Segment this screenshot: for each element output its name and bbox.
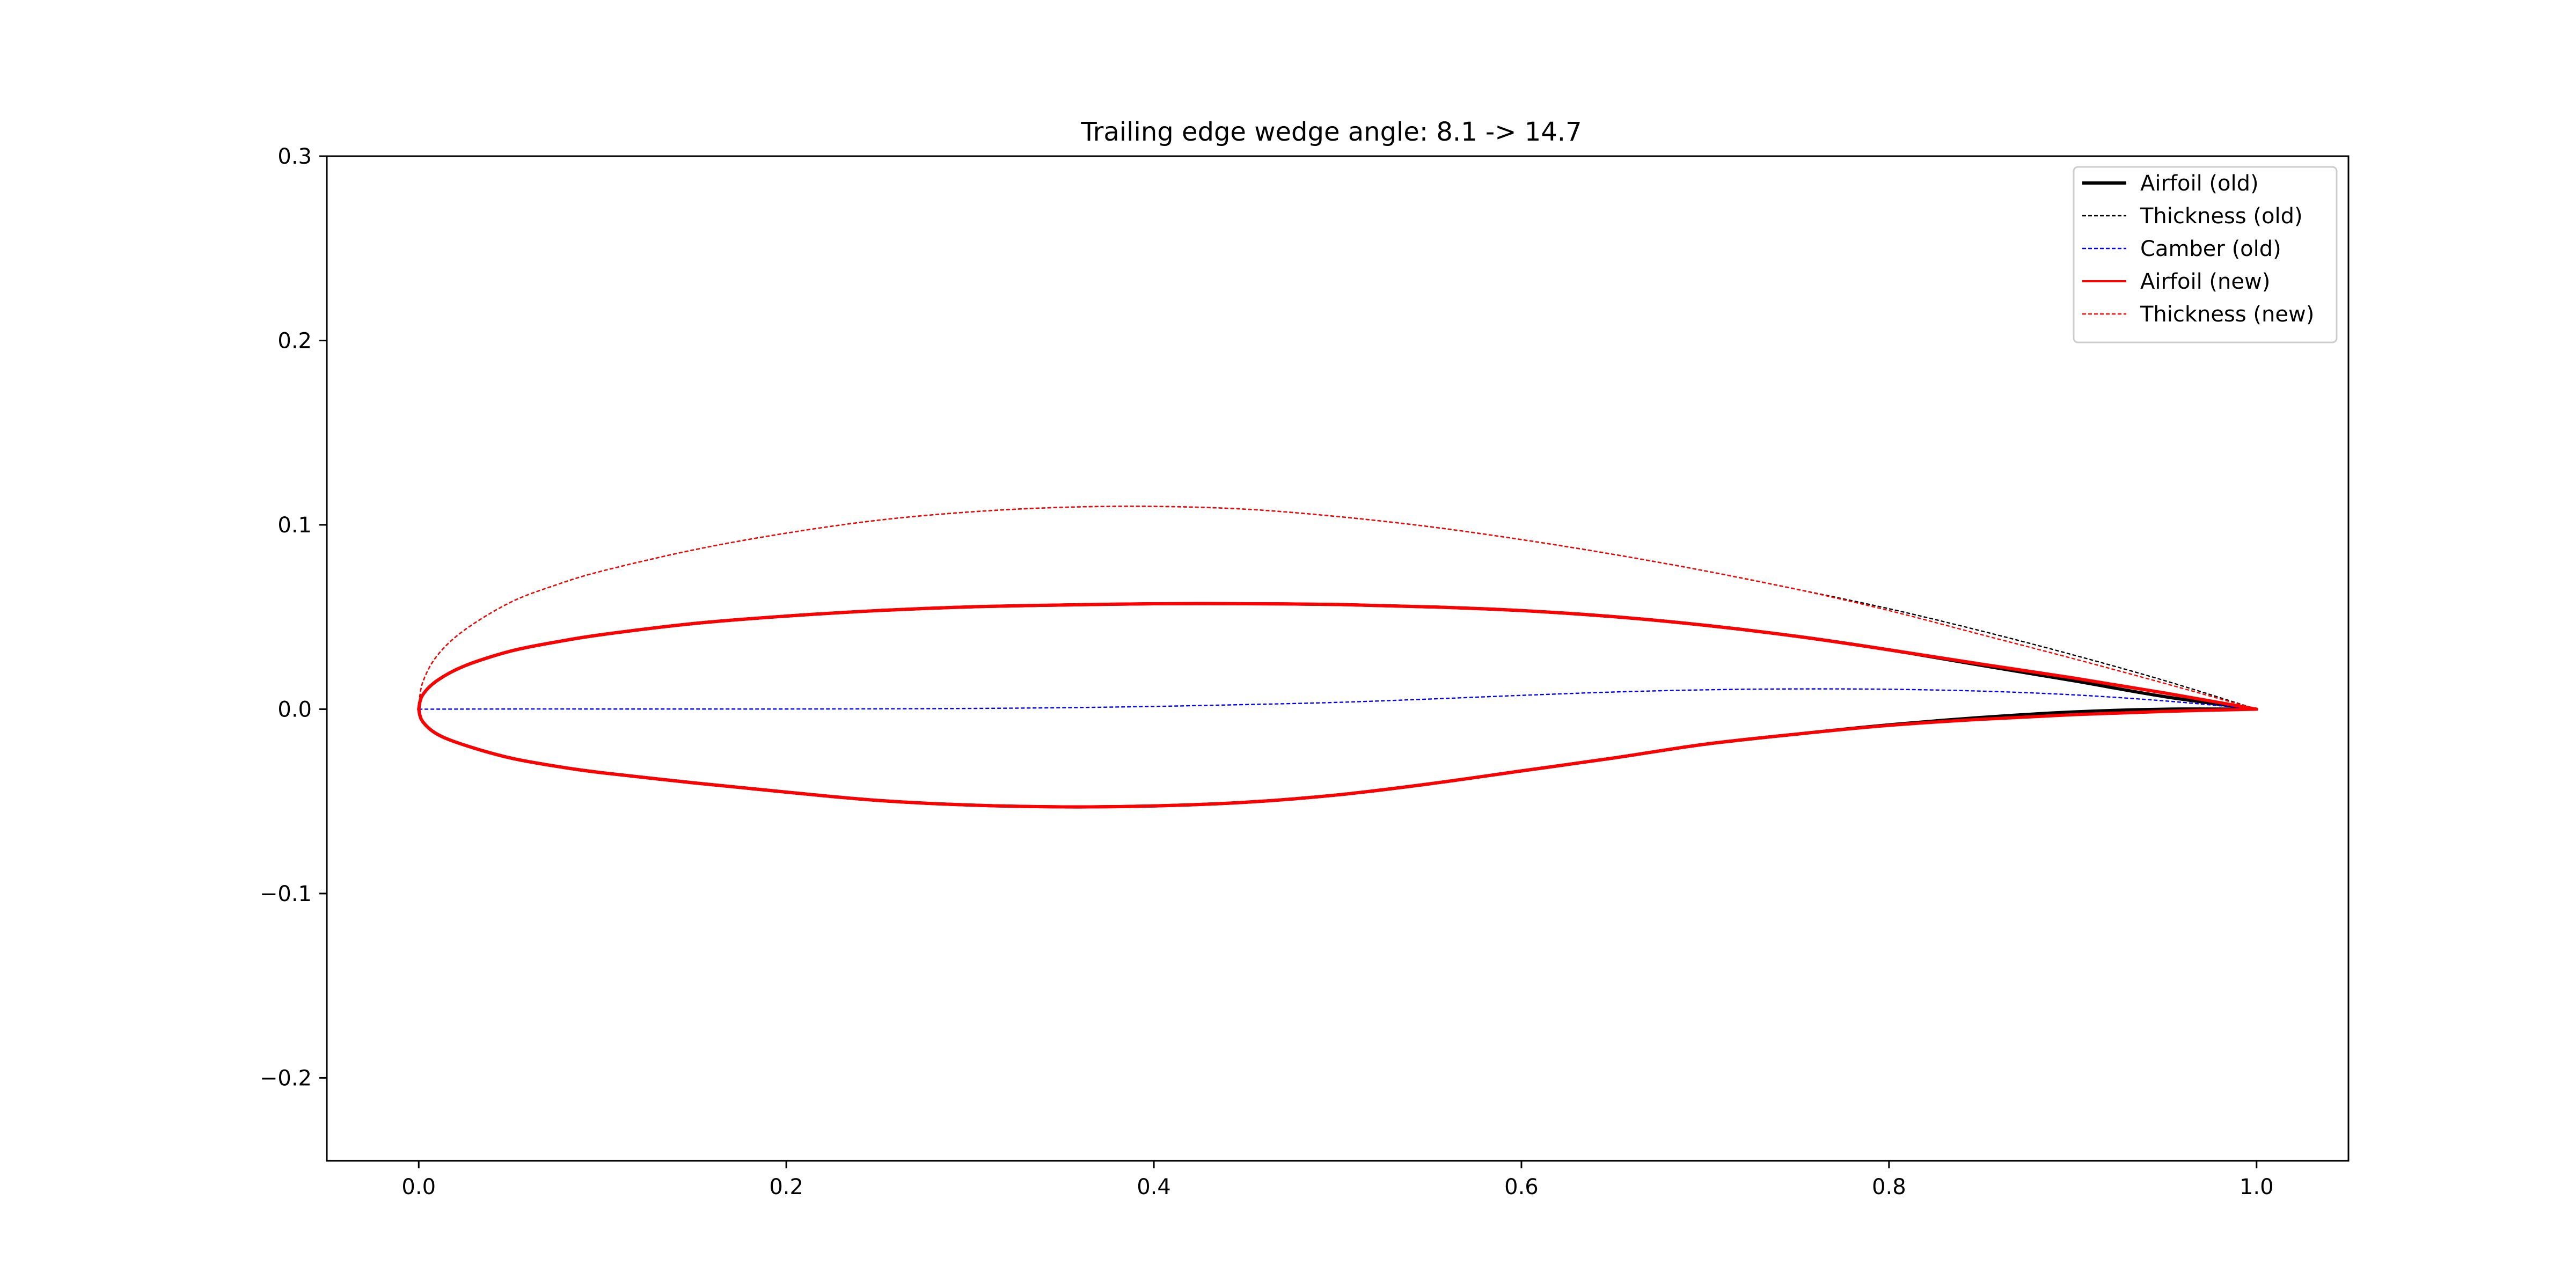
y-tick-label: 0.3 bbox=[277, 144, 312, 169]
thickness-new-line bbox=[418, 506, 2257, 710]
legend-box bbox=[2073, 166, 2338, 343]
x-axis: 0.0 0.2 0.4 0.6 0.8 1.0 bbox=[401, 1161, 2274, 1199]
y-tick-label: 0.1 bbox=[277, 513, 312, 538]
x-tick-label: 1.0 bbox=[2240, 1175, 2274, 1199]
x-tick-label: 0.4 bbox=[1137, 1175, 1171, 1199]
legend-label-airfoil-old: Airfoil (old) bbox=[2140, 171, 2259, 196]
legend-label-airfoil-new: Airfoil (new) bbox=[2140, 269, 2270, 294]
y-tick-label: 0.0 bbox=[277, 697, 312, 722]
y-tick-label: −0.2 bbox=[260, 1066, 312, 1091]
camber-old-line bbox=[419, 688, 2257, 710]
plot-frame bbox=[326, 155, 2350, 1162]
chart-title: Trailing edge wedge angle: 8.1 -> 14.7 bbox=[1080, 117, 1582, 147]
y-tick-label: −0.1 bbox=[260, 882, 312, 906]
x-tick-label: 0.6 bbox=[1504, 1175, 1539, 1199]
y-axis: −0.2 −0.1 0.0 0.1 0.2 0.3 bbox=[260, 144, 327, 1091]
x-tick-label: 0.8 bbox=[1872, 1175, 1906, 1199]
airfoil-new-line-lower bbox=[417, 707, 2258, 809]
series-layer bbox=[417, 506, 2258, 809]
x-tick-label: 0.2 bbox=[769, 1175, 803, 1199]
airfoil-new-line-upper bbox=[417, 602, 2258, 711]
legend-label-camber-old: Camber (old) bbox=[2140, 237, 2281, 261]
y-tick-label: 0.2 bbox=[277, 328, 312, 353]
legend-label-thickness-new: Thickness (new) bbox=[2140, 302, 2314, 327]
x-tick-label: 0.0 bbox=[401, 1175, 436, 1199]
legend: Airfoil (old) Thickness (old) Camber (old)… bbox=[2073, 166, 2338, 343]
legend-label-thickness-old: Thickness (old) bbox=[2140, 204, 2303, 229]
